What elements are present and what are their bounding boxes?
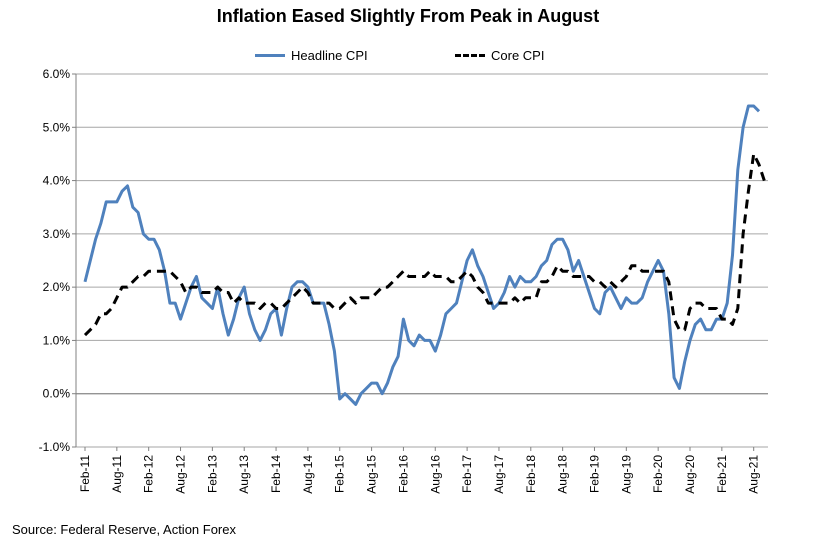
legend-label-core-cpi: Core CPI bbox=[491, 48, 545, 63]
x-tick-label: Aug-15 bbox=[365, 455, 379, 494]
x-tick-label: Feb-16 bbox=[396, 455, 410, 493]
x-tick-label: Aug-17 bbox=[492, 455, 506, 494]
series-line-core-cpi bbox=[83, 152, 766, 337]
x-tick-label: Aug-14 bbox=[301, 455, 315, 494]
x-tick-label: Aug-11 bbox=[110, 455, 124, 493]
y-tick-label: 1.0% bbox=[43, 333, 71, 347]
x-tick-label: Feb-20 bbox=[651, 455, 665, 493]
y-tick-label: 6.0% bbox=[43, 67, 71, 81]
x-tick-label: Aug-20 bbox=[683, 455, 697, 494]
legend-item-core-cpi: Core CPI bbox=[455, 48, 544, 63]
x-tick-label: Feb-17 bbox=[460, 455, 474, 493]
x-tick-label: Feb-11 bbox=[78, 455, 92, 492]
y-tick-label: -1.0% bbox=[39, 440, 71, 454]
x-tick-label: Aug-13 bbox=[237, 455, 251, 494]
chart-title: Inflation Eased Slightly From Peak in Au… bbox=[216, 6, 600, 26]
y-tick-label: 5.0% bbox=[43, 120, 71, 134]
x-tick-label: Feb-13 bbox=[205, 455, 219, 493]
x-tick-label: Feb-14 bbox=[269, 455, 283, 493]
x-tick-label: Aug-18 bbox=[556, 455, 570, 494]
x-tick-label: Feb-19 bbox=[587, 455, 601, 493]
legend: Headline CPI Core CPI bbox=[0, 48, 816, 68]
legend-label-headline-cpi: Headline CPI bbox=[291, 48, 368, 63]
legend-swatch-core-cpi bbox=[455, 54, 485, 57]
y-tick-label: 2.0% bbox=[43, 280, 71, 294]
source-note: Source: Federal Reserve, Action Forex bbox=[12, 522, 236, 537]
x-tick-label: Aug-19 bbox=[619, 455, 633, 494]
y-tick-label: 3.0% bbox=[43, 227, 71, 241]
x-tick-label: Feb-18 bbox=[524, 455, 538, 493]
legend-item-headline-cpi: Headline CPI bbox=[255, 48, 368, 63]
x-tick-label: Aug-12 bbox=[174, 455, 188, 494]
x-tick-label: Aug-21 bbox=[747, 455, 761, 494]
y-tick-label: 0.0% bbox=[43, 387, 71, 401]
x-tick-label: Feb-21 bbox=[715, 455, 729, 493]
x-tick-label: Aug-16 bbox=[428, 455, 442, 494]
y-tick-label: 4.0% bbox=[43, 174, 71, 188]
x-tick-label: Feb-12 bbox=[142, 455, 156, 493]
legend-swatch-headline-cpi bbox=[255, 54, 285, 57]
x-tick-label: Feb-15 bbox=[333, 455, 347, 493]
series-line-headline-cpi bbox=[83, 104, 761, 406]
